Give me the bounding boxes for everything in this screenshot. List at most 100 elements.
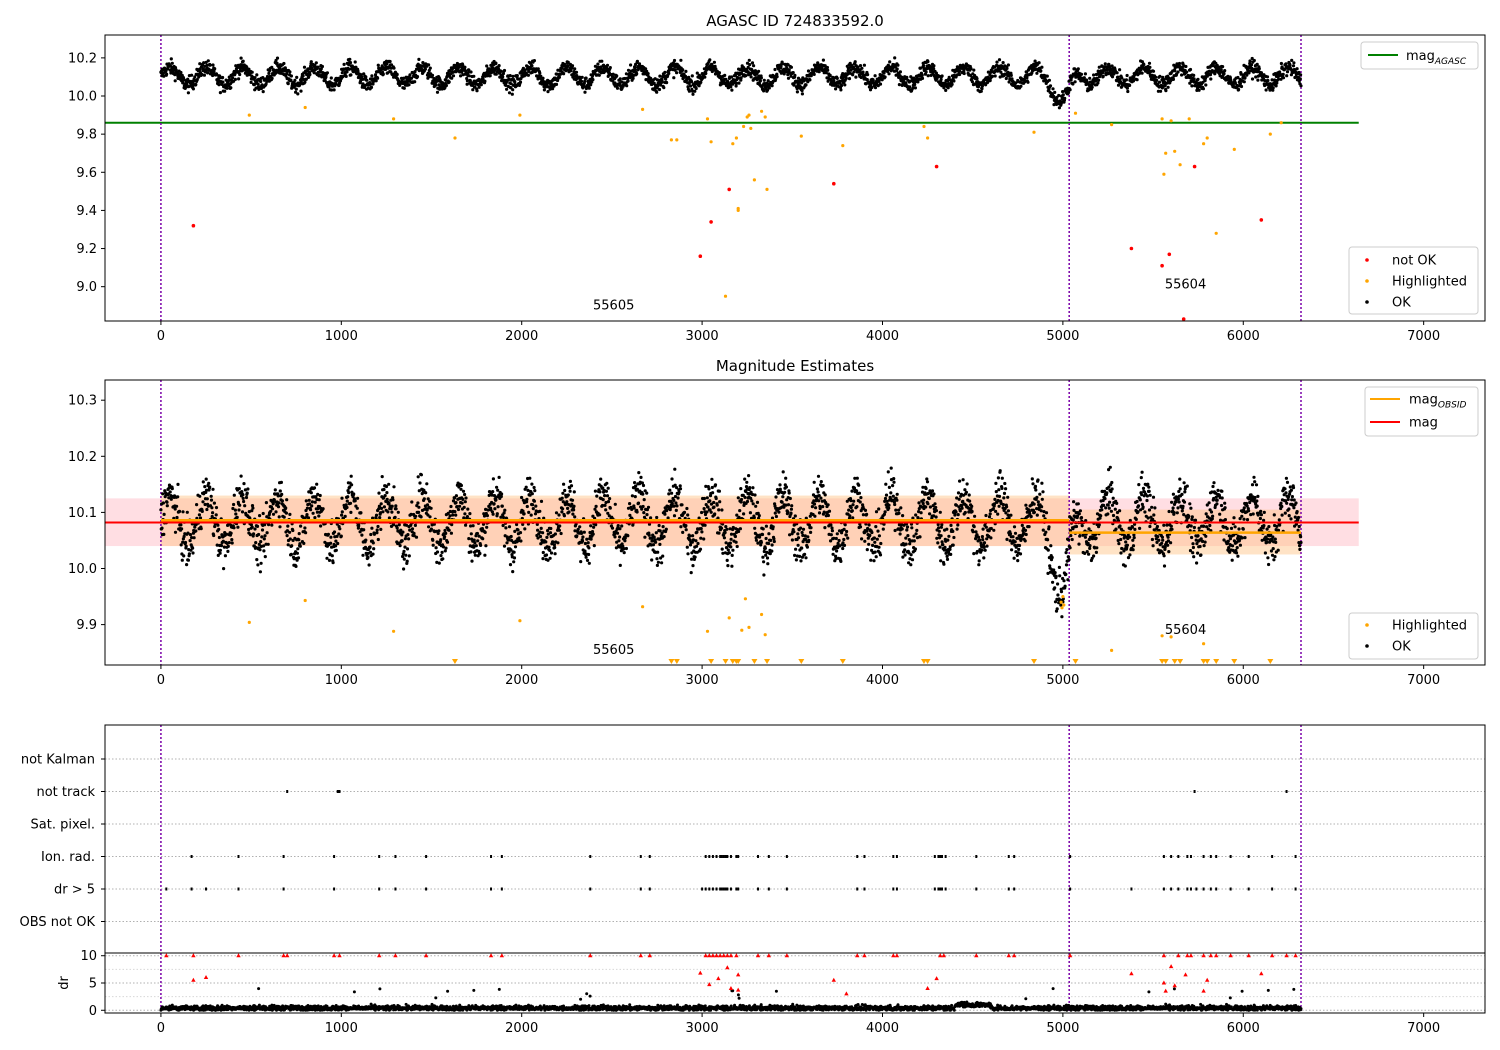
ok-point — [481, 537, 485, 541]
ok-point — [1124, 78, 1128, 82]
ok-point — [556, 541, 560, 545]
ok-point — [729, 545, 733, 549]
ok-point — [1204, 83, 1208, 87]
ok-point — [1019, 84, 1023, 88]
ok-point — [703, 75, 707, 79]
ok-point — [1159, 89, 1163, 93]
ok-point — [852, 70, 856, 74]
ok-point — [165, 72, 169, 76]
ok-point — [569, 484, 574, 488]
ok-point — [177, 509, 182, 513]
ok-point — [395, 526, 399, 530]
ok-point — [545, 535, 549, 540]
ok-point — [617, 539, 621, 543]
ok-point — [539, 526, 543, 531]
ok-point — [826, 68, 830, 72]
ok-point — [241, 59, 245, 63]
ok-point — [734, 84, 738, 88]
not-ok-point — [698, 254, 703, 258]
ok-point — [267, 71, 271, 75]
ok-point — [582, 530, 586, 534]
ok-point — [209, 498, 214, 502]
ok-point — [661, 525, 665, 529]
ok-point — [600, 59, 604, 63]
ok-point — [821, 58, 826, 62]
ok-point — [1090, 85, 1094, 89]
ok-point — [419, 473, 423, 477]
ok-point — [198, 494, 202, 498]
ok-point — [587, 546, 591, 550]
highlighted-point — [736, 206, 740, 211]
ok-point — [1188, 67, 1193, 72]
ok-point — [751, 502, 755, 506]
ok-point — [1222, 72, 1226, 76]
ok-point — [613, 81, 617, 85]
ok-point — [1274, 84, 1278, 88]
ok-point — [707, 487, 711, 491]
ok-point — [762, 78, 766, 82]
ok-point — [548, 548, 552, 553]
ok-point — [878, 82, 883, 86]
ok-point — [920, 73, 924, 77]
ok-point — [444, 546, 448, 550]
ok-point — [408, 73, 412, 77]
ok-point — [767, 86, 771, 90]
ok-point — [1177, 61, 1182, 66]
ok-point — [410, 500, 414, 504]
ok-point — [751, 486, 755, 490]
ok-point — [665, 81, 669, 85]
ok-point — [637, 471, 641, 475]
ok-point — [714, 496, 718, 501]
legend-label-sub: AGASC — [1434, 57, 1467, 67]
ok-point — [497, 475, 501, 479]
ok-point — [1256, 78, 1260, 82]
ok-point — [459, 74, 463, 78]
highlighted-point — [922, 124, 926, 129]
ok-point — [664, 527, 668, 531]
ok-point — [585, 537, 589, 541]
highlighted-point — [518, 113, 522, 117]
ok-point — [731, 548, 735, 552]
ok-point — [745, 480, 749, 484]
ok-point — [554, 511, 559, 515]
ok-point — [1237, 87, 1241, 92]
ok-point — [469, 70, 473, 74]
ok-point — [362, 528, 366, 532]
ok-point — [713, 483, 718, 487]
not-ok-point — [709, 220, 713, 224]
ok-point — [685, 506, 689, 511]
ok-point — [369, 85, 374, 89]
ok-point — [636, 501, 641, 505]
ok-point — [265, 531, 269, 535]
ok-point — [465, 79, 469, 83]
ok-point — [775, 75, 779, 79]
ok-point — [257, 532, 261, 537]
highlighted-point — [1178, 163, 1182, 167]
ok-point — [726, 548, 730, 552]
ok-point — [223, 89, 227, 93]
ok-point — [392, 523, 396, 527]
ok-point — [663, 70, 667, 74]
ok-point — [201, 500, 205, 504]
ok-point — [847, 77, 852, 81]
ok-point — [296, 92, 300, 96]
ok-point — [296, 547, 300, 551]
ok-point — [723, 73, 727, 77]
ok-point — [1291, 64, 1296, 68]
ok-point — [390, 510, 394, 514]
ok-point — [301, 74, 305, 78]
ok-point — [747, 58, 751, 62]
ok-point — [449, 531, 453, 535]
ok-point — [548, 531, 553, 535]
ok-point — [447, 80, 451, 84]
ok-point — [233, 77, 237, 81]
ok-point — [668, 488, 672, 492]
ok-point — [261, 511, 265, 516]
ok-point — [380, 475, 384, 479]
ok-point — [321, 507, 325, 511]
ok-point — [787, 68, 791, 72]
ok-point — [654, 540, 658, 544]
ok-point — [507, 91, 512, 95]
legend-label-main: mag — [1406, 49, 1435, 64]
